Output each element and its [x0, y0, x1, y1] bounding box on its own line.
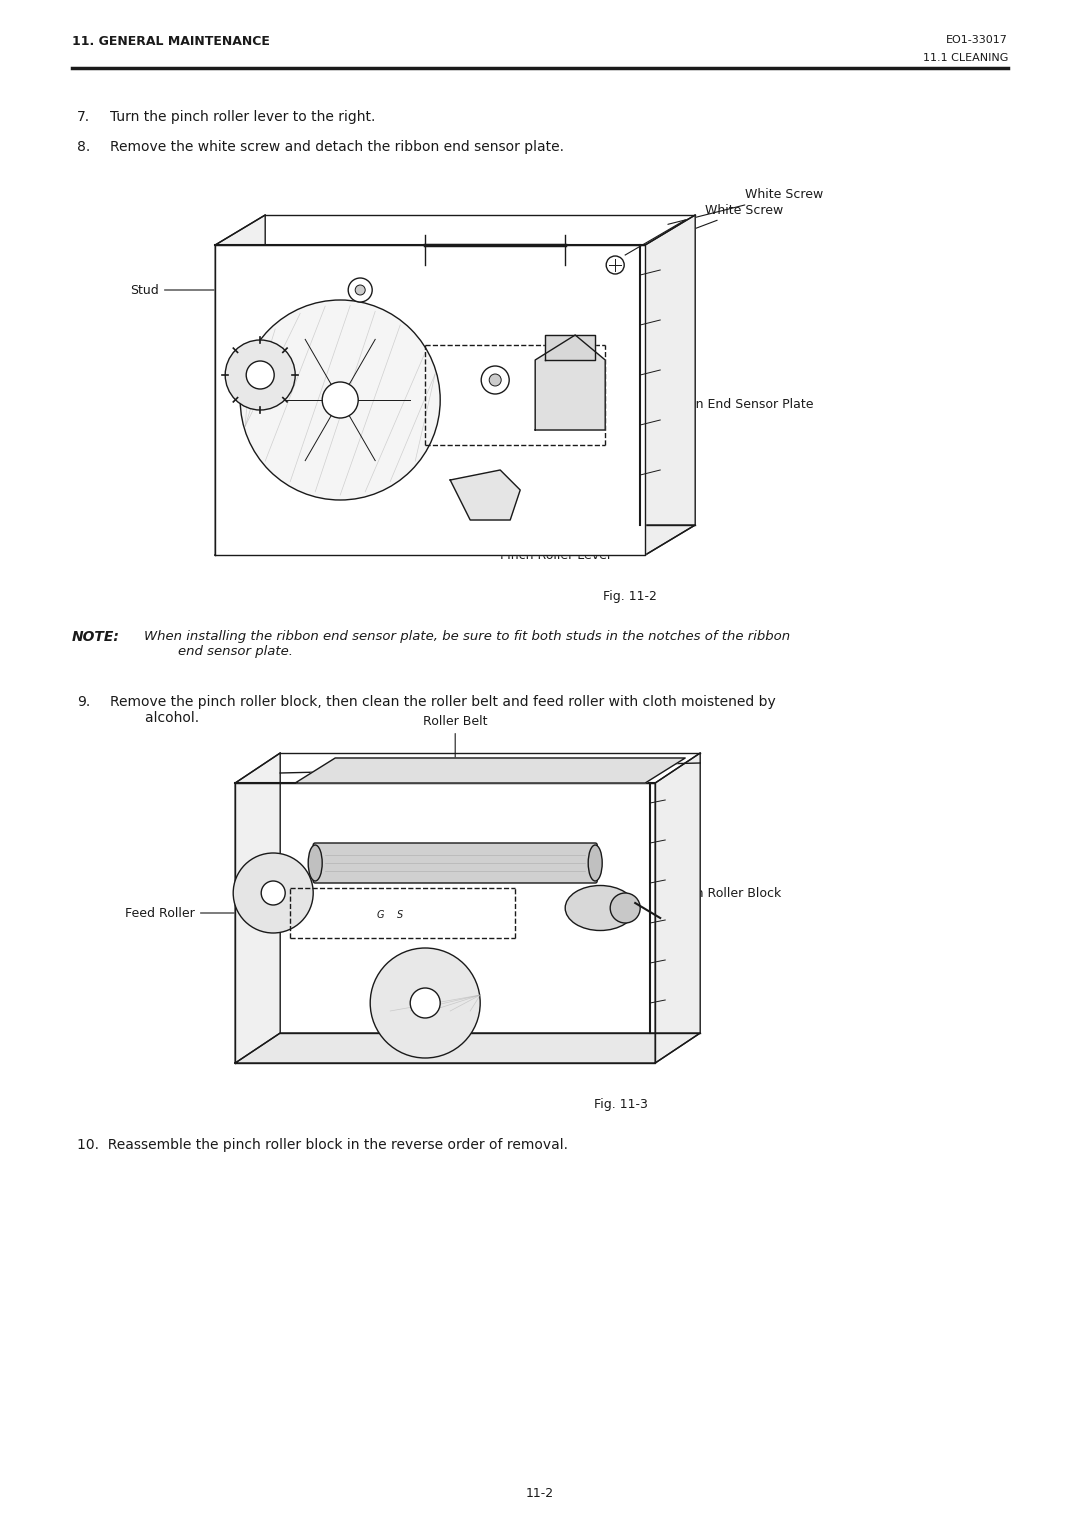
- Text: 11. GENERAL MAINTENANCE: 11. GENERAL MAINTENANCE: [72, 35, 270, 47]
- Circle shape: [482, 366, 509, 393]
- Text: Remove the white screw and detach the ribbon end sensor plate.: Remove the white screw and detach the ri…: [110, 140, 564, 154]
- Polygon shape: [450, 470, 521, 520]
- Polygon shape: [215, 215, 266, 555]
- Text: Stud: Stud: [131, 284, 352, 296]
- Text: Fig. 11-2: Fig. 11-2: [603, 590, 657, 602]
- Circle shape: [240, 300, 441, 500]
- Polygon shape: [295, 758, 685, 782]
- Circle shape: [233, 852, 313, 933]
- Polygon shape: [215, 246, 645, 555]
- Text: 7.: 7.: [77, 110, 90, 124]
- Circle shape: [246, 361, 274, 389]
- Polygon shape: [645, 215, 696, 555]
- Text: 9.: 9.: [77, 695, 91, 709]
- Text: Feed Roller: Feed Roller: [125, 906, 297, 920]
- Text: 11-2: 11-2: [526, 1487, 554, 1501]
- Polygon shape: [235, 1032, 700, 1063]
- Text: When installing the ribbon end sensor plate, be sure to fit both studs in the no: When installing the ribbon end sensor pl…: [144, 630, 791, 657]
- FancyBboxPatch shape: [313, 843, 597, 883]
- Polygon shape: [656, 753, 700, 1063]
- Circle shape: [370, 949, 481, 1058]
- Polygon shape: [235, 753, 280, 1063]
- Ellipse shape: [308, 845, 322, 881]
- Text: 10.  Reassemble the pinch roller block in the reverse order of removal.: 10. Reassemble the pinch roller block in…: [77, 1138, 568, 1151]
- Text: Ribbon End Sensor Plate: Ribbon End Sensor Plate: [613, 395, 813, 412]
- Text: 11.1 CLEANING: 11.1 CLEANING: [922, 53, 1008, 63]
- Text: White Screw: White Screw: [627, 203, 783, 255]
- Polygon shape: [536, 336, 605, 430]
- Text: Stud: Stud: [426, 381, 483, 396]
- Circle shape: [355, 285, 365, 294]
- Circle shape: [489, 374, 501, 386]
- Text: White Screw: White Screw: [667, 189, 823, 224]
- Text: Roller Belt: Roller Belt: [423, 715, 487, 836]
- Text: EO1-33017: EO1-33017: [946, 35, 1008, 46]
- Text: G    S: G S: [377, 910, 403, 920]
- Text: Pinch Roller Lever: Pinch Roller Lever: [492, 506, 612, 561]
- Circle shape: [261, 881, 285, 904]
- Text: 8.: 8.: [77, 140, 91, 154]
- Circle shape: [606, 256, 624, 274]
- Polygon shape: [215, 525, 696, 555]
- Circle shape: [410, 988, 441, 1019]
- Polygon shape: [545, 336, 595, 360]
- Ellipse shape: [589, 845, 603, 881]
- Text: Fig. 11-3: Fig. 11-3: [594, 1098, 648, 1112]
- Circle shape: [610, 894, 640, 923]
- Ellipse shape: [565, 886, 635, 930]
- Text: Turn the pinch roller lever to the right.: Turn the pinch roller lever to the right…: [110, 110, 376, 124]
- Circle shape: [348, 278, 373, 302]
- Polygon shape: [235, 782, 656, 1063]
- Circle shape: [322, 381, 359, 418]
- Text: NOTE:: NOTE:: [72, 630, 120, 644]
- Text: Remove the pinch roller block, then clean the roller belt and feed roller with c: Remove the pinch roller block, then clea…: [110, 695, 775, 726]
- Text: Pinch Roller Block: Pinch Roller Block: [633, 886, 782, 907]
- Circle shape: [226, 340, 295, 410]
